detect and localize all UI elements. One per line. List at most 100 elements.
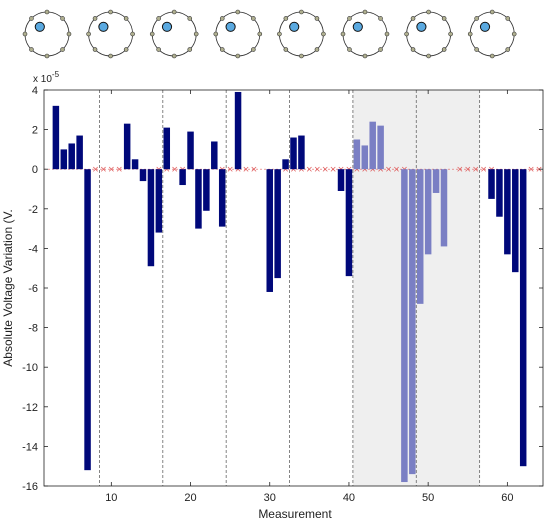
zero-marker-stroke xyxy=(172,166,178,172)
bar xyxy=(504,169,511,255)
electrode-dot xyxy=(362,9,368,15)
bar xyxy=(123,123,131,170)
electrode-dot xyxy=(474,47,479,52)
electrode-dot xyxy=(410,47,416,52)
electrode-dot xyxy=(448,31,453,37)
electrode-dot xyxy=(60,47,65,52)
bar xyxy=(187,131,194,170)
zero-marker-stroke xyxy=(116,166,122,172)
zero-marker xyxy=(481,166,487,172)
bar xyxy=(155,169,163,233)
bar xyxy=(488,169,495,199)
electrode-ring xyxy=(149,9,199,59)
bar xyxy=(147,169,155,267)
zero-marker xyxy=(227,166,233,172)
y-tick-label: -14 xyxy=(22,441,38,453)
bar xyxy=(424,169,432,255)
x-tick-label: 10 xyxy=(105,492,117,504)
bar xyxy=(211,141,218,170)
bar xyxy=(416,169,424,304)
electrode-dot xyxy=(426,9,431,15)
bar xyxy=(440,169,448,247)
zero-marker xyxy=(108,166,114,172)
electrode-dot xyxy=(283,47,289,52)
bar xyxy=(234,91,242,170)
electrode-ring xyxy=(86,9,135,59)
y-tick-label: -2 xyxy=(28,204,38,216)
zero-marker-stroke xyxy=(528,166,534,172)
electrode-dot xyxy=(149,31,155,37)
electrode-ring xyxy=(340,9,390,59)
electrode-dot xyxy=(108,53,113,59)
zero-marker-stroke xyxy=(108,166,114,172)
group-dividers xyxy=(99,90,481,486)
electrode-ring xyxy=(467,9,517,59)
active-electrode xyxy=(225,21,236,32)
electrode-dot xyxy=(467,31,473,37)
zero-marker xyxy=(116,166,122,172)
electrode-dot xyxy=(66,31,72,37)
y-tick-label: -4 xyxy=(28,243,38,255)
electrode-dot xyxy=(251,47,256,52)
active-electrode xyxy=(98,21,109,32)
electrode-dot xyxy=(251,16,256,21)
zero-marker-stroke xyxy=(481,166,487,172)
active-electrode xyxy=(34,21,45,32)
electrode-dot xyxy=(44,9,50,15)
electrode-dot xyxy=(340,31,346,37)
electrode-dot xyxy=(171,9,177,15)
electrode-dot xyxy=(321,31,326,37)
electrode-dot xyxy=(29,16,34,21)
x-tick-label: 50 xyxy=(422,492,434,504)
electrode-ring-row xyxy=(22,9,517,59)
zero-marker xyxy=(465,166,471,172)
electrode-dot xyxy=(505,47,511,52)
electrode-dot xyxy=(171,53,177,59)
electrode-dot xyxy=(410,16,416,21)
electrode-dot xyxy=(257,31,263,37)
electrode-dot xyxy=(130,31,135,37)
electrode-ring xyxy=(277,9,326,59)
electrode-ring xyxy=(404,9,453,59)
electrode-dot xyxy=(283,16,289,21)
y-tick-label: 0 xyxy=(32,164,38,176)
bar xyxy=(84,169,91,471)
electrode-dot xyxy=(219,47,225,52)
bar xyxy=(218,169,226,227)
bar xyxy=(68,143,75,170)
electrode-dot xyxy=(29,47,34,52)
electrode-dot xyxy=(156,47,161,52)
x-tick-label: 20 xyxy=(184,492,196,504)
bar xyxy=(131,159,139,170)
bar xyxy=(203,169,210,211)
bar xyxy=(401,169,408,483)
active-electrode xyxy=(352,21,363,32)
zero-marker-stroke xyxy=(100,166,106,172)
electrode-dot xyxy=(441,16,447,21)
bar-series xyxy=(52,91,527,483)
bar xyxy=(60,149,68,170)
bar xyxy=(377,125,384,170)
y-tick-label: 2 xyxy=(32,125,38,137)
electrode-ring xyxy=(22,9,72,59)
y-tick-label: -16 xyxy=(22,481,38,493)
electrode-dot xyxy=(92,47,98,52)
electrode-dot xyxy=(299,9,304,15)
zero-marker xyxy=(100,166,106,172)
x-tick-label: 60 xyxy=(501,492,513,504)
active-electrode xyxy=(289,21,300,32)
electrode-dot xyxy=(511,31,517,37)
active-electrode xyxy=(416,21,427,32)
bar xyxy=(139,169,147,182)
electrode-dot xyxy=(22,31,28,37)
electrode-dot xyxy=(60,16,65,21)
electrode-ring xyxy=(213,9,263,59)
electrode-dot xyxy=(213,31,219,37)
bar xyxy=(512,169,519,273)
y-axis-label: Absolute Voltage Variation (V. xyxy=(1,209,15,366)
bar xyxy=(76,135,83,170)
electrode-dot xyxy=(123,47,129,52)
electrode-dot xyxy=(86,31,91,37)
zero-marker-stroke xyxy=(473,166,479,172)
